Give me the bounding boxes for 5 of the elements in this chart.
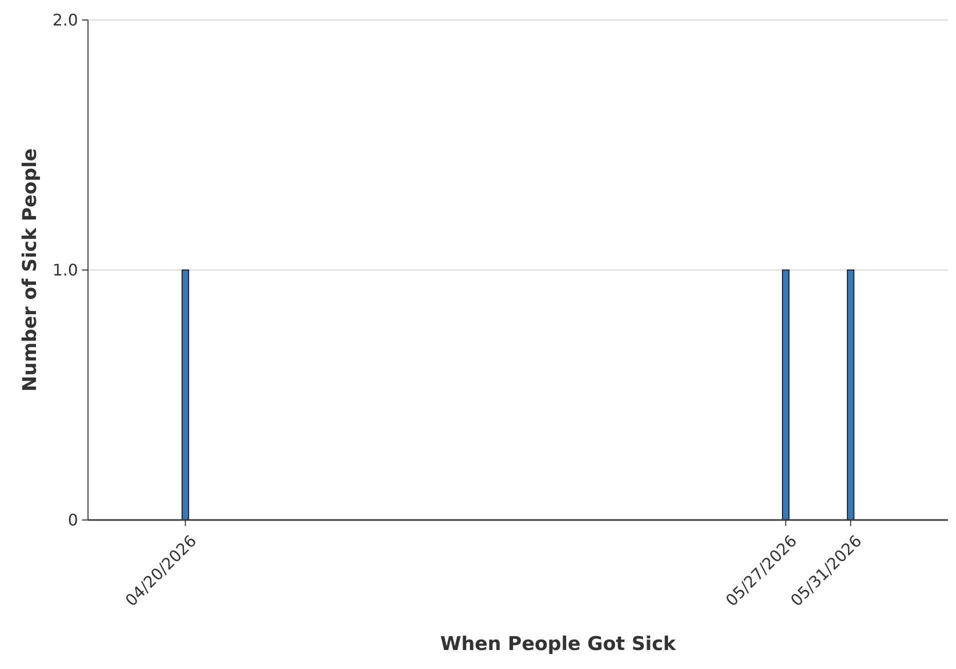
- y-tick-label: 1.0: [52, 260, 78, 280]
- y-tick-label: 0: [68, 510, 78, 530]
- x-axis-title: When People Got Sick: [440, 633, 676, 655]
- y-axis-title: Number of Sick People: [19, 148, 41, 392]
- y-tick-label: 2.0: [52, 10, 78, 30]
